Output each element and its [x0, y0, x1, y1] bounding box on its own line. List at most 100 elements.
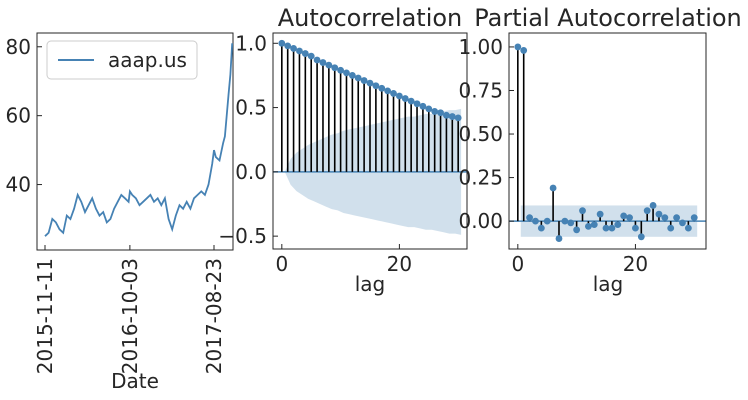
stem-marker: [313, 56, 321, 64]
pacf-title: Partial Autocorrelation: [474, 4, 742, 32]
ytick-label: 0.25: [458, 166, 503, 190]
stem-marker: [655, 210, 663, 218]
stem-marker: [608, 224, 616, 232]
price-xlabel: Date: [111, 369, 159, 393]
legend-box: [46, 40, 198, 80]
price-line: [44, 43, 234, 237]
ytick-label: 0.75: [458, 78, 503, 102]
stem-marker: [555, 235, 563, 242]
stem-marker: [401, 95, 409, 102]
price-panel: 40 60 80 2015-11-11 2016-10-03 2017-08-23 aaa…: [6, 32, 234, 393]
stem-marker: [620, 212, 628, 220]
stem-marker: [514, 43, 522, 51]
pacf-axes-frame: [508, 32, 707, 250]
ytick-label: 0.5: [235, 96, 267, 120]
stem-marker: [407, 97, 415, 105]
stem-marker: [325, 61, 333, 69]
stem-marker: [448, 113, 456, 120]
stem-marker: [637, 233, 645, 241]
stem-marker: [661, 214, 669, 222]
ytick-label: 1.00: [458, 35, 503, 59]
acf-stems: [278, 39, 462, 172]
stem-marker: [567, 219, 575, 227]
stem-marker: [284, 42, 292, 50]
stem-marker: [673, 214, 680, 222]
stem-marker: [573, 226, 581, 234]
xtick-label: 0: [275, 252, 288, 276]
stem-marker: [390, 90, 397, 97]
ytick-label: 0.50: [458, 122, 503, 146]
stem-marker: [331, 64, 339, 72]
stem-marker: [395, 92, 403, 100]
price-xtick-label: 2017-08-23: [202, 258, 226, 374]
xtick-label: 20: [387, 252, 412, 276]
acf-ticks: −0.5 0.0 0.5 1.0 0 20: [218, 31, 412, 276]
stem-marker: [520, 47, 528, 54]
price-ticks: 40 60 80 2015-11-11 2016-10-03 2017-08-23: [6, 35, 226, 374]
stem-marker: [561, 217, 569, 225]
stem-marker: [337, 66, 345, 74]
stem-marker: [584, 222, 592, 230]
price-ytick-label: 60: [6, 104, 31, 128]
price-ytick-label: 40: [6, 173, 31, 197]
pacf-stems: [514, 43, 698, 242]
acf-xlabel: lag: [355, 272, 386, 296]
stem-marker: [684, 224, 692, 232]
stem-marker: [614, 221, 622, 229]
ytick-label: −0.5: [218, 224, 267, 248]
stem-marker: [354, 74, 362, 82]
price-xtick-label: 2016-10-03: [118, 258, 142, 374]
stem-marker: [596, 210, 604, 218]
stem-marker: [278, 39, 286, 47]
stem-marker: [413, 100, 421, 108]
pacf-xlabel: lag: [593, 272, 624, 296]
pacf-panel: 0.00 0.25 0.50 0.75 1.00 0 20 Partial Autocorr…: [458, 4, 741, 296]
stem-marker: [419, 102, 427, 110]
stem-marker: [643, 207, 651, 215]
stem-marker: [425, 105, 433, 113]
ytick-label: 0.00: [458, 209, 503, 233]
stem-marker: [454, 114, 462, 122]
stem-marker: [667, 224, 675, 232]
stem-marker: [526, 214, 533, 222]
ytick-label: 1.0: [235, 31, 267, 55]
stem-marker: [626, 214, 633, 222]
xtick-label: 20: [623, 252, 648, 276]
stem-marker: [690, 214, 698, 222]
price-xtick-label: 2015-11-11: [33, 258, 57, 374]
stem-marker: [590, 221, 598, 229]
acf-axes-frame: [272, 32, 468, 250]
stem-marker: [579, 207, 586, 215]
ytick-label: 0.0: [235, 160, 267, 184]
stem-marker: [602, 224, 610, 232]
stem-marker: [301, 50, 309, 57]
pacf-ticks: 0.00 0.25 0.50 0.75 1.00 0 20: [458, 35, 648, 276]
stem-marker: [437, 109, 444, 117]
price-ytick-label: 80: [6, 35, 31, 59]
stem-marker: [679, 219, 686, 227]
stem-marker: [537, 224, 545, 232]
legend-label: aaap.us: [108, 48, 187, 72]
stem-marker: [649, 202, 657, 209]
stem-marker: [543, 217, 551, 225]
stem-marker: [348, 72, 356, 79]
stem-marker: [431, 108, 439, 115]
stem-marker: [549, 184, 557, 192]
stem-marker: [360, 77, 368, 84]
stem-marker: [384, 87, 392, 95]
stem-marker: [290, 45, 297, 52]
acf-panel: −0.5 0.0 0.5 1.0 0 20 Autocorrelation lag: [218, 4, 468, 296]
stem-marker: [366, 79, 374, 87]
stem-marker: [296, 47, 303, 55]
stem-marker: [532, 217, 539, 225]
xtick-label: 0: [511, 252, 524, 276]
stem-marker: [372, 82, 380, 90]
stem-marker: [343, 69, 350, 77]
stem-marker: [307, 52, 315, 60]
stem-marker: [443, 111, 450, 119]
acf-title: Autocorrelation: [278, 4, 463, 32]
stem-marker: [632, 224, 639, 232]
price-legend: aaap.us: [46, 40, 198, 80]
stem-marker: [319, 59, 327, 66]
